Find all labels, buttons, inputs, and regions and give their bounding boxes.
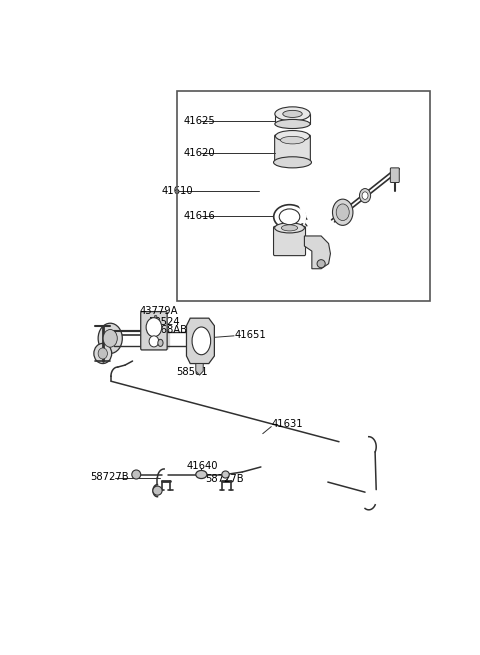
Ellipse shape — [274, 157, 312, 168]
Ellipse shape — [98, 323, 122, 354]
Text: 41651: 41651 — [235, 330, 266, 340]
Ellipse shape — [336, 204, 349, 221]
Text: 41616: 41616 — [183, 212, 215, 221]
Text: 58727B: 58727B — [91, 472, 129, 482]
Polygon shape — [304, 236, 330, 269]
Text: 41640: 41640 — [186, 461, 218, 471]
Wedge shape — [299, 202, 306, 225]
Ellipse shape — [275, 223, 304, 233]
Ellipse shape — [149, 336, 159, 347]
Bar — [177, 91, 430, 301]
Ellipse shape — [360, 189, 371, 202]
Text: 58524: 58524 — [148, 317, 180, 328]
Ellipse shape — [279, 209, 300, 225]
Ellipse shape — [275, 107, 310, 121]
Circle shape — [158, 339, 163, 346]
FancyBboxPatch shape — [274, 227, 305, 255]
Text: 58581: 58581 — [176, 367, 208, 377]
Ellipse shape — [281, 225, 298, 231]
Text: 1068AB: 1068AB — [148, 325, 188, 335]
Ellipse shape — [132, 470, 141, 479]
Text: 58727B: 58727B — [205, 474, 244, 483]
Ellipse shape — [196, 470, 207, 479]
Polygon shape — [196, 364, 203, 375]
Polygon shape — [186, 318, 215, 364]
Ellipse shape — [192, 327, 211, 355]
Ellipse shape — [333, 199, 353, 225]
Ellipse shape — [98, 348, 108, 359]
Ellipse shape — [362, 192, 368, 199]
Ellipse shape — [222, 471, 229, 478]
Text: 41620: 41620 — [183, 148, 215, 158]
Ellipse shape — [276, 130, 310, 141]
Ellipse shape — [94, 343, 112, 364]
FancyBboxPatch shape — [390, 168, 399, 183]
Ellipse shape — [103, 329, 117, 347]
Text: 41631: 41631 — [272, 419, 304, 429]
Ellipse shape — [317, 259, 325, 268]
Ellipse shape — [154, 316, 157, 318]
Text: 43779A: 43779A — [140, 306, 179, 316]
Ellipse shape — [280, 136, 304, 144]
Ellipse shape — [153, 486, 162, 495]
Ellipse shape — [146, 318, 162, 337]
Ellipse shape — [283, 111, 302, 117]
FancyBboxPatch shape — [275, 135, 311, 163]
Ellipse shape — [275, 119, 310, 128]
Text: 41610: 41610 — [161, 186, 193, 196]
Text: 41625: 41625 — [183, 116, 215, 126]
FancyBboxPatch shape — [141, 312, 167, 350]
